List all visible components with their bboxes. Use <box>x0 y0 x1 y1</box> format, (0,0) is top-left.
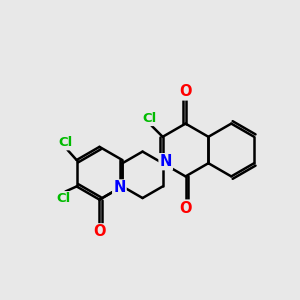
Text: Cl: Cl <box>57 192 71 205</box>
Text: N: N <box>160 154 172 169</box>
Text: Cl: Cl <box>142 112 157 125</box>
Text: Cl: Cl <box>59 136 73 149</box>
Text: O: O <box>179 84 192 99</box>
Text: N: N <box>113 181 126 196</box>
Text: O: O <box>179 201 192 216</box>
Text: O: O <box>93 224 106 239</box>
